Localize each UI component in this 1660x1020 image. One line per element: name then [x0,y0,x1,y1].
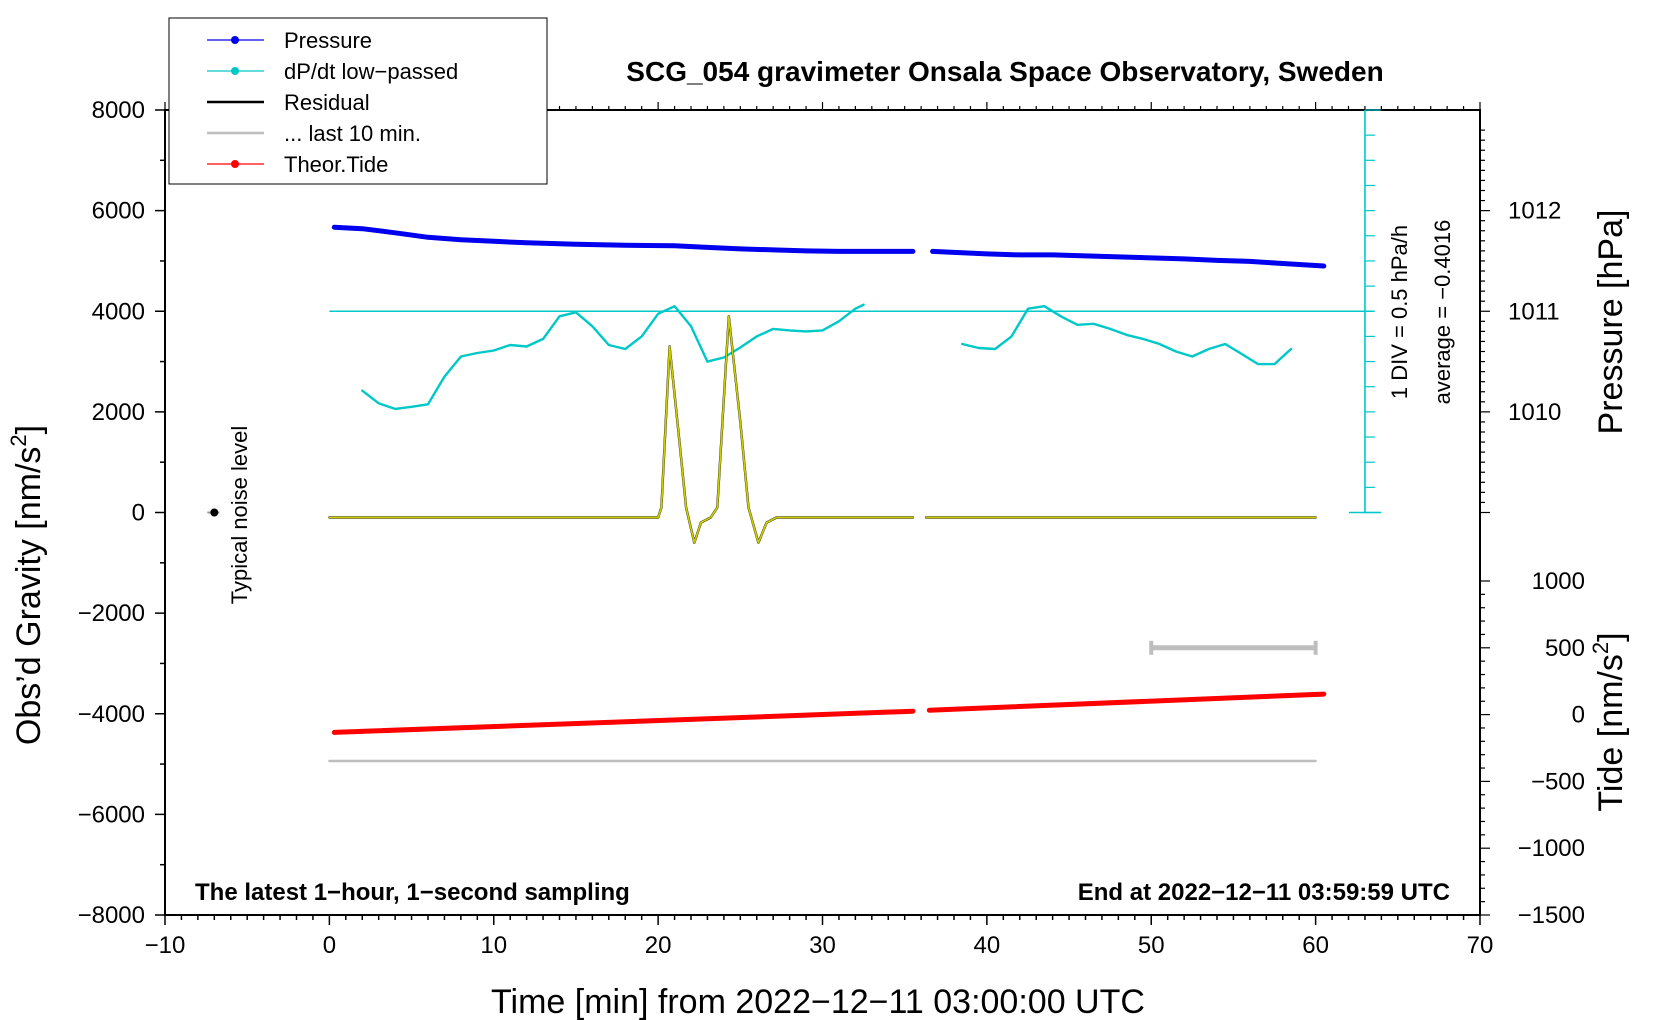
y-axis-title-main: Obs’d Gravity [nm/s [10,447,48,746]
last10-bar [1149,640,1318,655]
legend-rows: Pressure dP/dt low−passed Residual ... last… [207,28,458,177]
tide-tick-label: 500 [1545,635,1585,662]
y-tick-label: 8000 [92,97,145,124]
sampling-note: The latest 1−hour, 1−second sampling [195,879,630,906]
tide-tick-label: 0 [1572,702,1585,729]
y-axis-title-close: ] [10,425,48,434]
legend-item-1: dP/dt low−passed [207,59,458,84]
y-tick-label: 2000 [92,399,145,426]
tide-axis-title-main: Tide [nm/s [1592,654,1630,811]
x-tick-label: 10 [480,932,507,959]
tide-tick-label: −500 [1531,768,1585,795]
x-tick-label: 60 [1302,932,1329,959]
x-tick-label: 20 [645,932,672,959]
y-tick-label: 4000 [92,298,145,325]
x-axis-title: Time [min] from 2022−12−11 03:00:00 UTC [491,983,1145,1020]
legend-swatch-marker [231,36,239,44]
legend-label: Theor.Tide [284,152,388,177]
y-tick-label: −6000 [78,801,145,828]
legend-item-3: ... last 10 min. [207,121,421,146]
series-1-segment-0 [361,303,865,411]
series-0-segment-0 [331,224,916,254]
series-3 [328,315,1317,544]
tide-axis-title-close: ] [1592,632,1630,641]
y-axis: −8000 −6000 −4000 −2000 0 2000 4000 6000 8000 [78,97,165,929]
x-tick-label: 0 [323,932,336,959]
tide-tick-label: −1000 [1518,835,1585,862]
series-4-segment-0 [331,708,916,735]
pressure-axis-title: Pressure [hPa] [1592,210,1630,435]
dpdt-scale [1348,109,1381,514]
legend-swatch-marker [231,160,239,168]
series-1 [361,303,1293,411]
end-time-note: End at 2022−12−11 03:59:59 UTC [1078,879,1450,906]
x-tick-label: 40 [974,932,1001,959]
average-label: average = −0.4016 [1430,220,1455,405]
series-4 [331,691,1327,735]
tide-axis-title-sup: 2 [1588,642,1613,654]
pressure-tick-label: 1010 [1508,399,1561,426]
pressure-tick-label: 1011 [1508,298,1560,325]
x-tick-label: 30 [809,932,836,959]
x-tick-label: −10 [145,932,186,959]
pressure-tick-label: 1012 [1508,198,1561,225]
series-0-segment-1 [930,248,1327,269]
tide-axis-title: Tide [nm/s2] [1588,632,1630,811]
y-tick-label: −2000 [78,600,145,627]
tide-tick-label: 1000 [1532,568,1585,595]
series-1-segment-1 [961,305,1293,366]
pressure-axis: 1010 1011 1012 [1480,129,1561,514]
legend-swatch-marker [231,67,239,75]
legend-item-0: Pressure [207,28,372,53]
legend-label: Residual [284,90,370,115]
x-tick-label: 50 [1138,932,1165,959]
x-tick-label: 70 [1467,932,1494,959]
legend-label: dP/dt low−passed [284,59,458,84]
legend-label: ... last 10 min. [284,121,421,146]
series-layer [207,224,1374,763]
legend-label: Pressure [284,28,372,53]
series-3-segment-0 [328,315,914,544]
y-tick-label: −4000 [78,701,145,728]
y-axis-title-sup: 2 [6,434,31,446]
noise-level-label: Typical noise level [227,426,252,605]
y-tick-label: 6000 [92,198,145,225]
series-0 [331,224,1327,269]
y-axis-title: Obs’d Gravity [nm/s2] [6,425,48,745]
chart-title: SCG_054 gravimeter Onsala Space Observat… [626,56,1383,87]
series-4-segment-1 [926,691,1327,713]
tide-tick-label: −1500 [1518,902,1585,929]
legend: Pressure dP/dt low−passed Residual ... last… [168,17,548,185]
tide-axis: 1000 500 0 −500 −1000 −1500 [1480,568,1585,929]
x-axis: −10 0 10 20 30 40 50 60 70 [145,102,1494,959]
legend-item-4: Theor.Tide [207,152,388,177]
y-tick-label: 0 [132,500,145,527]
div-label: 1 DIV = 0.5 hPa/h [1387,225,1412,399]
legend-item-2: Residual [207,90,370,115]
noise-level-dot [210,508,219,517]
y-tick-label: −8000 [78,902,145,929]
